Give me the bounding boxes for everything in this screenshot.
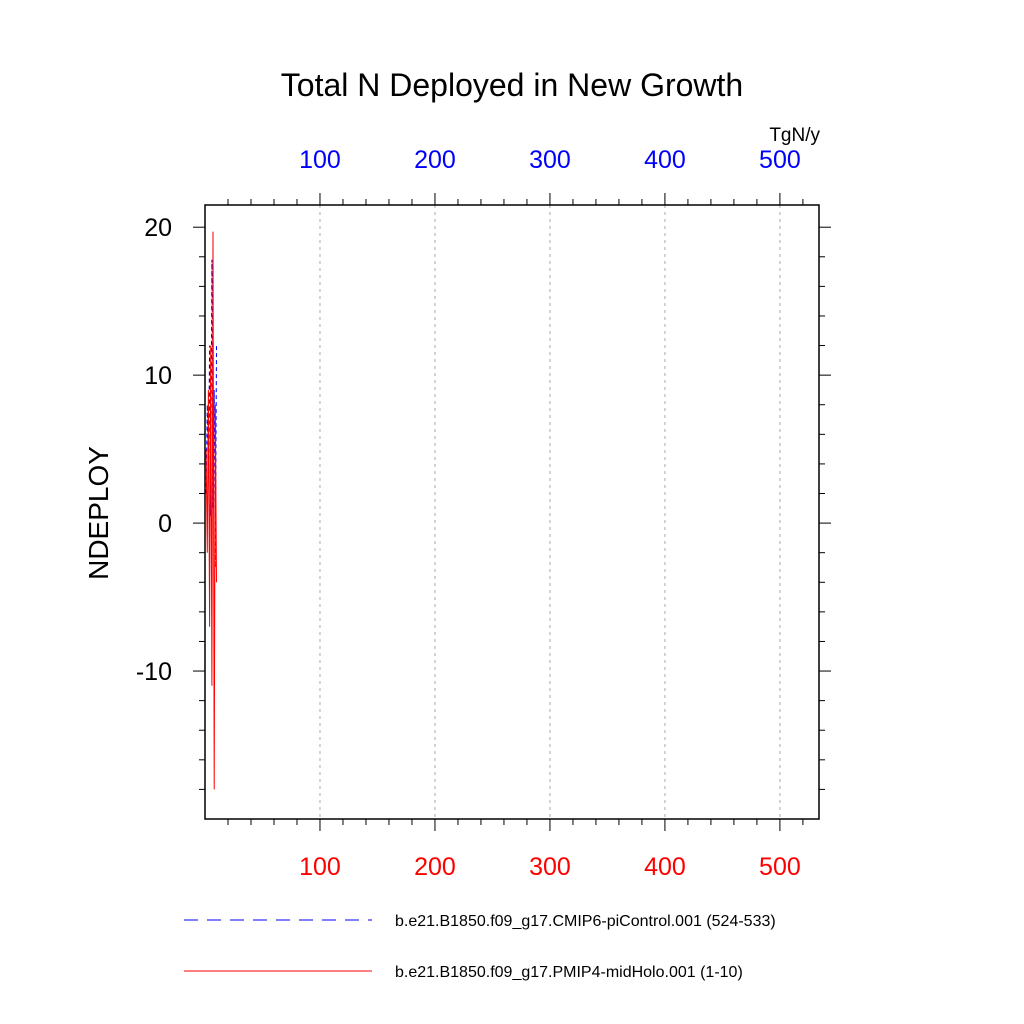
data-series [205,231,217,790]
x-tick-label-bottom-1: 200 [414,853,456,881]
units-label: TgN/y [769,125,820,146]
plot-frame [204,204,820,820]
grid-lines [319,205,781,819]
y-tick-label-2: 10 [144,362,172,390]
x-tick-label-bottom-3: 400 [644,853,686,881]
series-line-1 [205,231,217,790]
x-tick-label-top-2: 300 [529,146,571,174]
axis-ticks [193,193,831,831]
x-tick-label-top-1: 200 [414,146,456,174]
x-tick-label-bottom-4: 500 [759,853,801,881]
y-tick-label-0: -10 [136,658,172,686]
legend: b.e21.B1850.f09_g17.CMIP6-piControl.001 … [184,913,776,981]
legend-label-midholo: b.e21.B1850.f09_g17.PMIP4-midHolo.001 (1… [395,964,743,981]
x-tick-label-bottom-0: 100 [299,853,341,881]
y-tick-label-3: 20 [144,214,172,242]
x-tick-label-top-4: 500 [759,146,801,174]
x-tick-label-bottom-2: 300 [529,853,571,881]
x-tick-label-top-3: 400 [644,146,686,174]
chart-title: Total N Deployed in New Growth [281,67,743,103]
legend-label-picontrol: b.e21.B1850.f09_g17.CMIP6-piControl.001 … [395,913,776,930]
tick-labels: 100 100 200 200 300 300 400 400 500 500 -10 0 10 20 [136,146,801,881]
y-tick-label-1: 0 [158,510,172,538]
x-tick-label-top-0: 100 [299,146,341,174]
y-axis-label: NDEPLOY [83,446,114,580]
